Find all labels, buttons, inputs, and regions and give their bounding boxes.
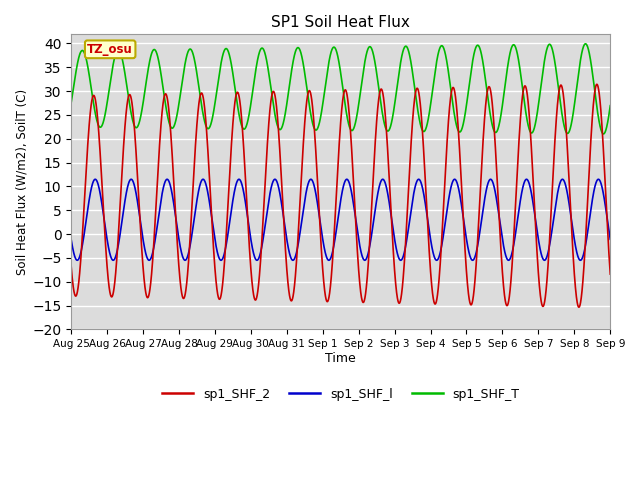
sp1_SHF_l bbox=[470, 257, 477, 263]
Title: SP1 Soil Heat Flux: SP1 Soil Heat Flux bbox=[271, 15, 410, 30]
sp1_SHF_T bbox=[165, 120, 173, 125]
Y-axis label: Soil Heat Flux (W/m2), SoilT (C): Soil Heat Flux (W/m2), SoilT (C) bbox=[15, 89, 28, 275]
sp1_SHF_2 bbox=[575, 304, 582, 310]
sp1_SHF_2 bbox=[273, 110, 281, 116]
sp1_SHF_l bbox=[165, 179, 173, 184]
sp1_SHF_T bbox=[607, 103, 614, 108]
Line: sp1_SHF_2: sp1_SHF_2 bbox=[71, 84, 611, 307]
sp1_SHF_2 bbox=[67, 263, 75, 269]
sp1_SHF_T bbox=[390, 103, 398, 108]
Line: sp1_SHF_l: sp1_SHF_l bbox=[71, 179, 611, 260]
sp1_SHF_l bbox=[273, 180, 281, 185]
sp1_SHF_2 bbox=[390, 266, 398, 272]
sp1_SHF_2 bbox=[165, 109, 173, 115]
Legend: sp1_SHF_2, sp1_SHF_l, sp1_SHF_T: sp1_SHF_2, sp1_SHF_l, sp1_SHF_T bbox=[157, 383, 525, 406]
sp1_SHF_T bbox=[511, 42, 518, 48]
sp1_SHF_l bbox=[511, 238, 518, 243]
sp1_SHF_l bbox=[418, 182, 426, 188]
sp1_SHF_2 bbox=[511, 223, 518, 229]
sp1_SHF_T bbox=[470, 54, 477, 60]
X-axis label: Time: Time bbox=[325, 352, 356, 365]
Text: TZ_osu: TZ_osu bbox=[87, 43, 133, 56]
sp1_SHF_2 bbox=[470, 293, 477, 299]
sp1_SHF_l bbox=[391, 236, 399, 242]
sp1_SHF_T bbox=[273, 121, 281, 127]
sp1_SHF_T bbox=[600, 131, 607, 137]
sp1_SHF_T bbox=[67, 100, 75, 106]
sp1_SHF_l bbox=[607, 237, 614, 242]
sp1_SHF_2 bbox=[607, 271, 614, 277]
sp1_SHF_T bbox=[418, 126, 426, 132]
Line: sp1_SHF_T: sp1_SHF_T bbox=[71, 44, 611, 134]
sp1_SHF_l bbox=[595, 176, 602, 182]
sp1_SHF_l bbox=[67, 237, 75, 242]
sp1_SHF_l bbox=[253, 257, 260, 263]
sp1_SHF_2 bbox=[418, 118, 426, 124]
sp1_SHF_T bbox=[582, 41, 589, 47]
sp1_SHF_2 bbox=[593, 82, 601, 87]
